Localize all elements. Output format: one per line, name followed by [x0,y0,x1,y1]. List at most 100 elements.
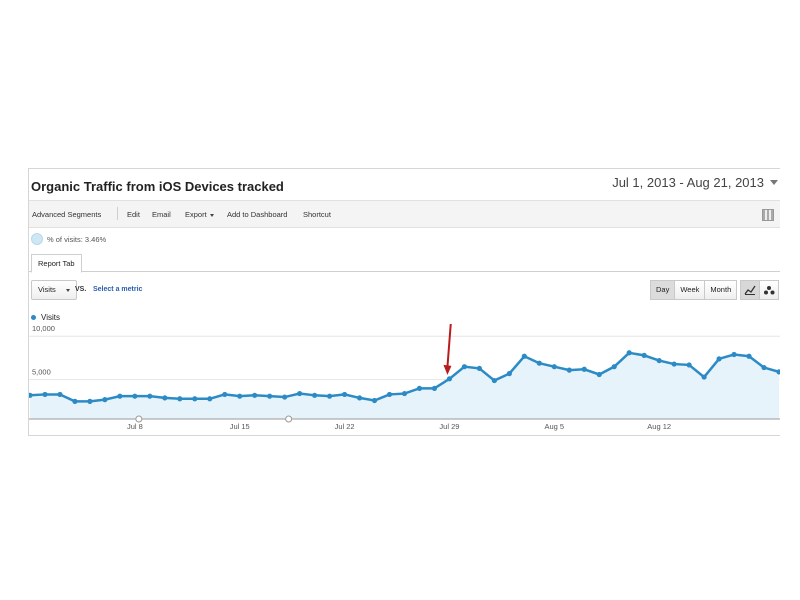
add-to-dashboard-button[interactable]: Add to Dashboard [227,210,288,219]
metric-select[interactable]: Visits [31,280,77,300]
visits-area [30,352,779,419]
tab-report[interactable]: Report Tab [31,254,82,273]
data-point [446,376,453,382]
line-chart-button[interactable] [740,280,760,300]
email-button[interactable]: Email [152,210,171,219]
motion-chart-button[interactable] [760,280,779,300]
visits-chart: 10,000 5,000 Jul 8 Jul 15 Jul 22 Jul 29 Aug 5 A… [29,324,780,431]
data-point [716,356,722,362]
data-point [476,365,482,372]
chart-legend: Visits [31,313,60,322]
data-point [776,369,780,375]
data-point [222,391,228,398]
chart-type-toggle [740,280,779,300]
metric-select-value: Visits [38,285,56,294]
chevron-down-icon [770,180,778,185]
data-point [87,398,93,404]
granularity-month-button[interactable]: Month [705,280,738,300]
y-tick-label: 10,000 [32,324,55,333]
x-tick-label: Jul 15 [230,422,250,431]
data-point [731,351,737,358]
shortcut-button[interactable]: Shortcut [303,210,331,219]
data-point [626,350,632,356]
data-point [581,366,587,372]
data-point [356,395,363,401]
data-point [57,391,63,398]
data-point [102,397,108,403]
data-point [207,396,213,402]
range-handle [285,415,293,423]
data-point [267,393,273,399]
export-label: Export [185,210,207,219]
toolbar: Advanced Segments Edit Email Export Add … [29,200,780,228]
data-point [641,352,647,358]
tab-strip [29,271,780,272]
data-point [536,360,542,366]
x-tick-label: Aug 12 [647,422,671,431]
chevron-down-icon [65,288,70,292]
edit-button[interactable]: Edit [127,210,140,219]
data-point [371,397,378,404]
data-point [686,362,692,368]
data-point [506,371,512,377]
data-point [147,393,153,399]
data-point [132,393,138,399]
chevron-down-icon [209,213,214,217]
segment-label: % of visits: 3.46% [47,234,107,244]
data-point [177,396,183,402]
data-point [162,395,168,401]
data-point [192,396,198,402]
data-point [401,390,408,397]
granularity-week-button[interactable]: Week [675,280,706,300]
data-point [521,353,527,359]
data-point [761,364,767,371]
data-point [416,385,423,391]
x-tick-label: Jul 29 [439,422,459,431]
data-point [29,392,33,398]
toolbar-divider [117,207,118,220]
data-point [611,364,617,370]
data-point [252,392,258,398]
export-button[interactable]: Export [185,210,214,219]
granularity-day-button[interactable]: Day [650,280,676,300]
data-point [701,374,707,380]
annotation-arrow-shaft [446,324,452,367]
date-range-picker[interactable]: Jul 1, 2013 - Aug 21, 2013 [612,175,778,190]
data-point [461,364,468,370]
data-point [566,367,572,373]
x-tick-label: Jul 8 [127,422,143,431]
date-range-label: Jul 1, 2013 - Aug 21, 2013 [612,175,764,190]
data-point [42,391,48,398]
granularity-toggle: Day Week Month [650,280,738,300]
line-chart-icon [744,285,756,295]
data-point [551,364,557,370]
range-handle [135,415,143,423]
data-point [117,393,123,399]
data-point [282,394,288,400]
data-point [312,392,318,398]
y-tick-label: 5,000 [32,368,51,377]
data-point [746,353,752,359]
arrow-down-icon [443,364,452,375]
data-point [72,398,78,404]
data-point [656,357,662,364]
data-point [431,385,438,391]
legend-label: Visits [41,313,60,322]
data-point [297,390,303,397]
data-point [386,391,393,398]
data-point [341,391,348,398]
grid-icon[interactable] [762,209,774,221]
legend-swatch [31,315,36,320]
data-point [327,393,333,399]
select-metric-link[interactable]: Select a metric [93,286,143,293]
advanced-segments-button[interactable]: Advanced Segments [32,210,102,219]
data-point [491,377,497,384]
segment-pie-icon [31,233,43,245]
report-panel: Organic Traffic from iOS Devices tracked… [28,168,780,436]
x-tick-label: Jul 22 [335,422,355,431]
data-point [671,361,677,367]
segment-summary: % of visits: 3.46% [31,233,106,245]
chart-controls: Visits VS. Select a metric Day Week Mont… [29,280,780,302]
data-point [237,393,243,399]
x-tick-label: Aug 5 [544,422,564,431]
